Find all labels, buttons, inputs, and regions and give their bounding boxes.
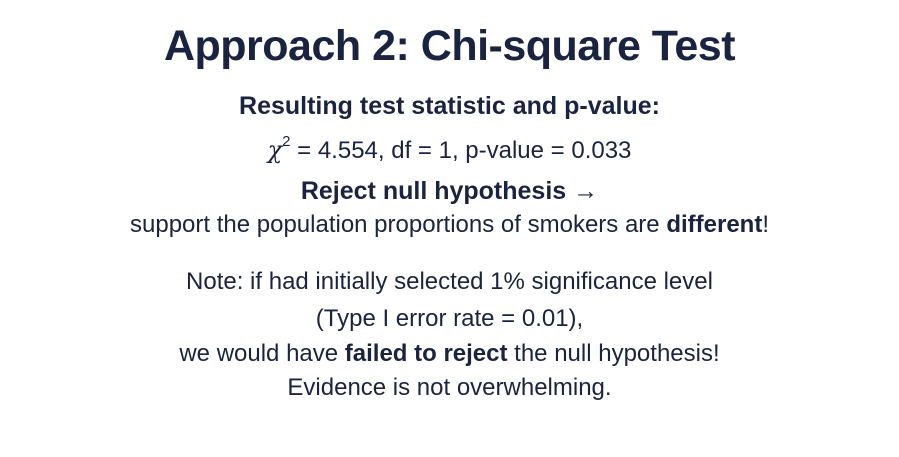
right-arrow-icon: → [573, 177, 599, 205]
slide-title: Approach 2: Chi-square Test [163, 22, 736, 70]
chi-symbol: χ [267, 136, 283, 164]
support-prefix: support the population proportions of sm… [130, 211, 667, 238]
chi-exponent: 2 [282, 133, 291, 150]
support-suffix: ! [762, 211, 769, 238]
results-heading: Resulting test statistic and p-value: [239, 92, 660, 120]
note-line-1: Note: if had initially selected 1% signi… [186, 268, 713, 295]
note-line-2: (Type I error rate = 0.01), [315, 305, 584, 332]
note-line-3-suffix: the null hypothesis! [507, 340, 720, 367]
note-line-3: we would have failed to reject the null … [0, 340, 899, 368]
reject-text: Reject null hypothesis [300, 177, 567, 205]
support-statement: support the population proportions of sm… [0, 211, 899, 239]
note-line-4: Evidence is not overwhelming. [287, 374, 612, 401]
note-line-3-emphasis: failed to reject [344, 340, 508, 367]
statistic-values: = 4.554, df = 1, p-value = 0.033 [290, 137, 632, 164]
test-statistic-line: χ2 = 4.554, df = 1, p-value = 0.033 [0, 133, 899, 165]
reject-conclusion: Reject null hypothesis → [0, 177, 899, 206]
support-emphasis: different [666, 211, 763, 238]
note-line-3-prefix: we would have [179, 340, 345, 367]
